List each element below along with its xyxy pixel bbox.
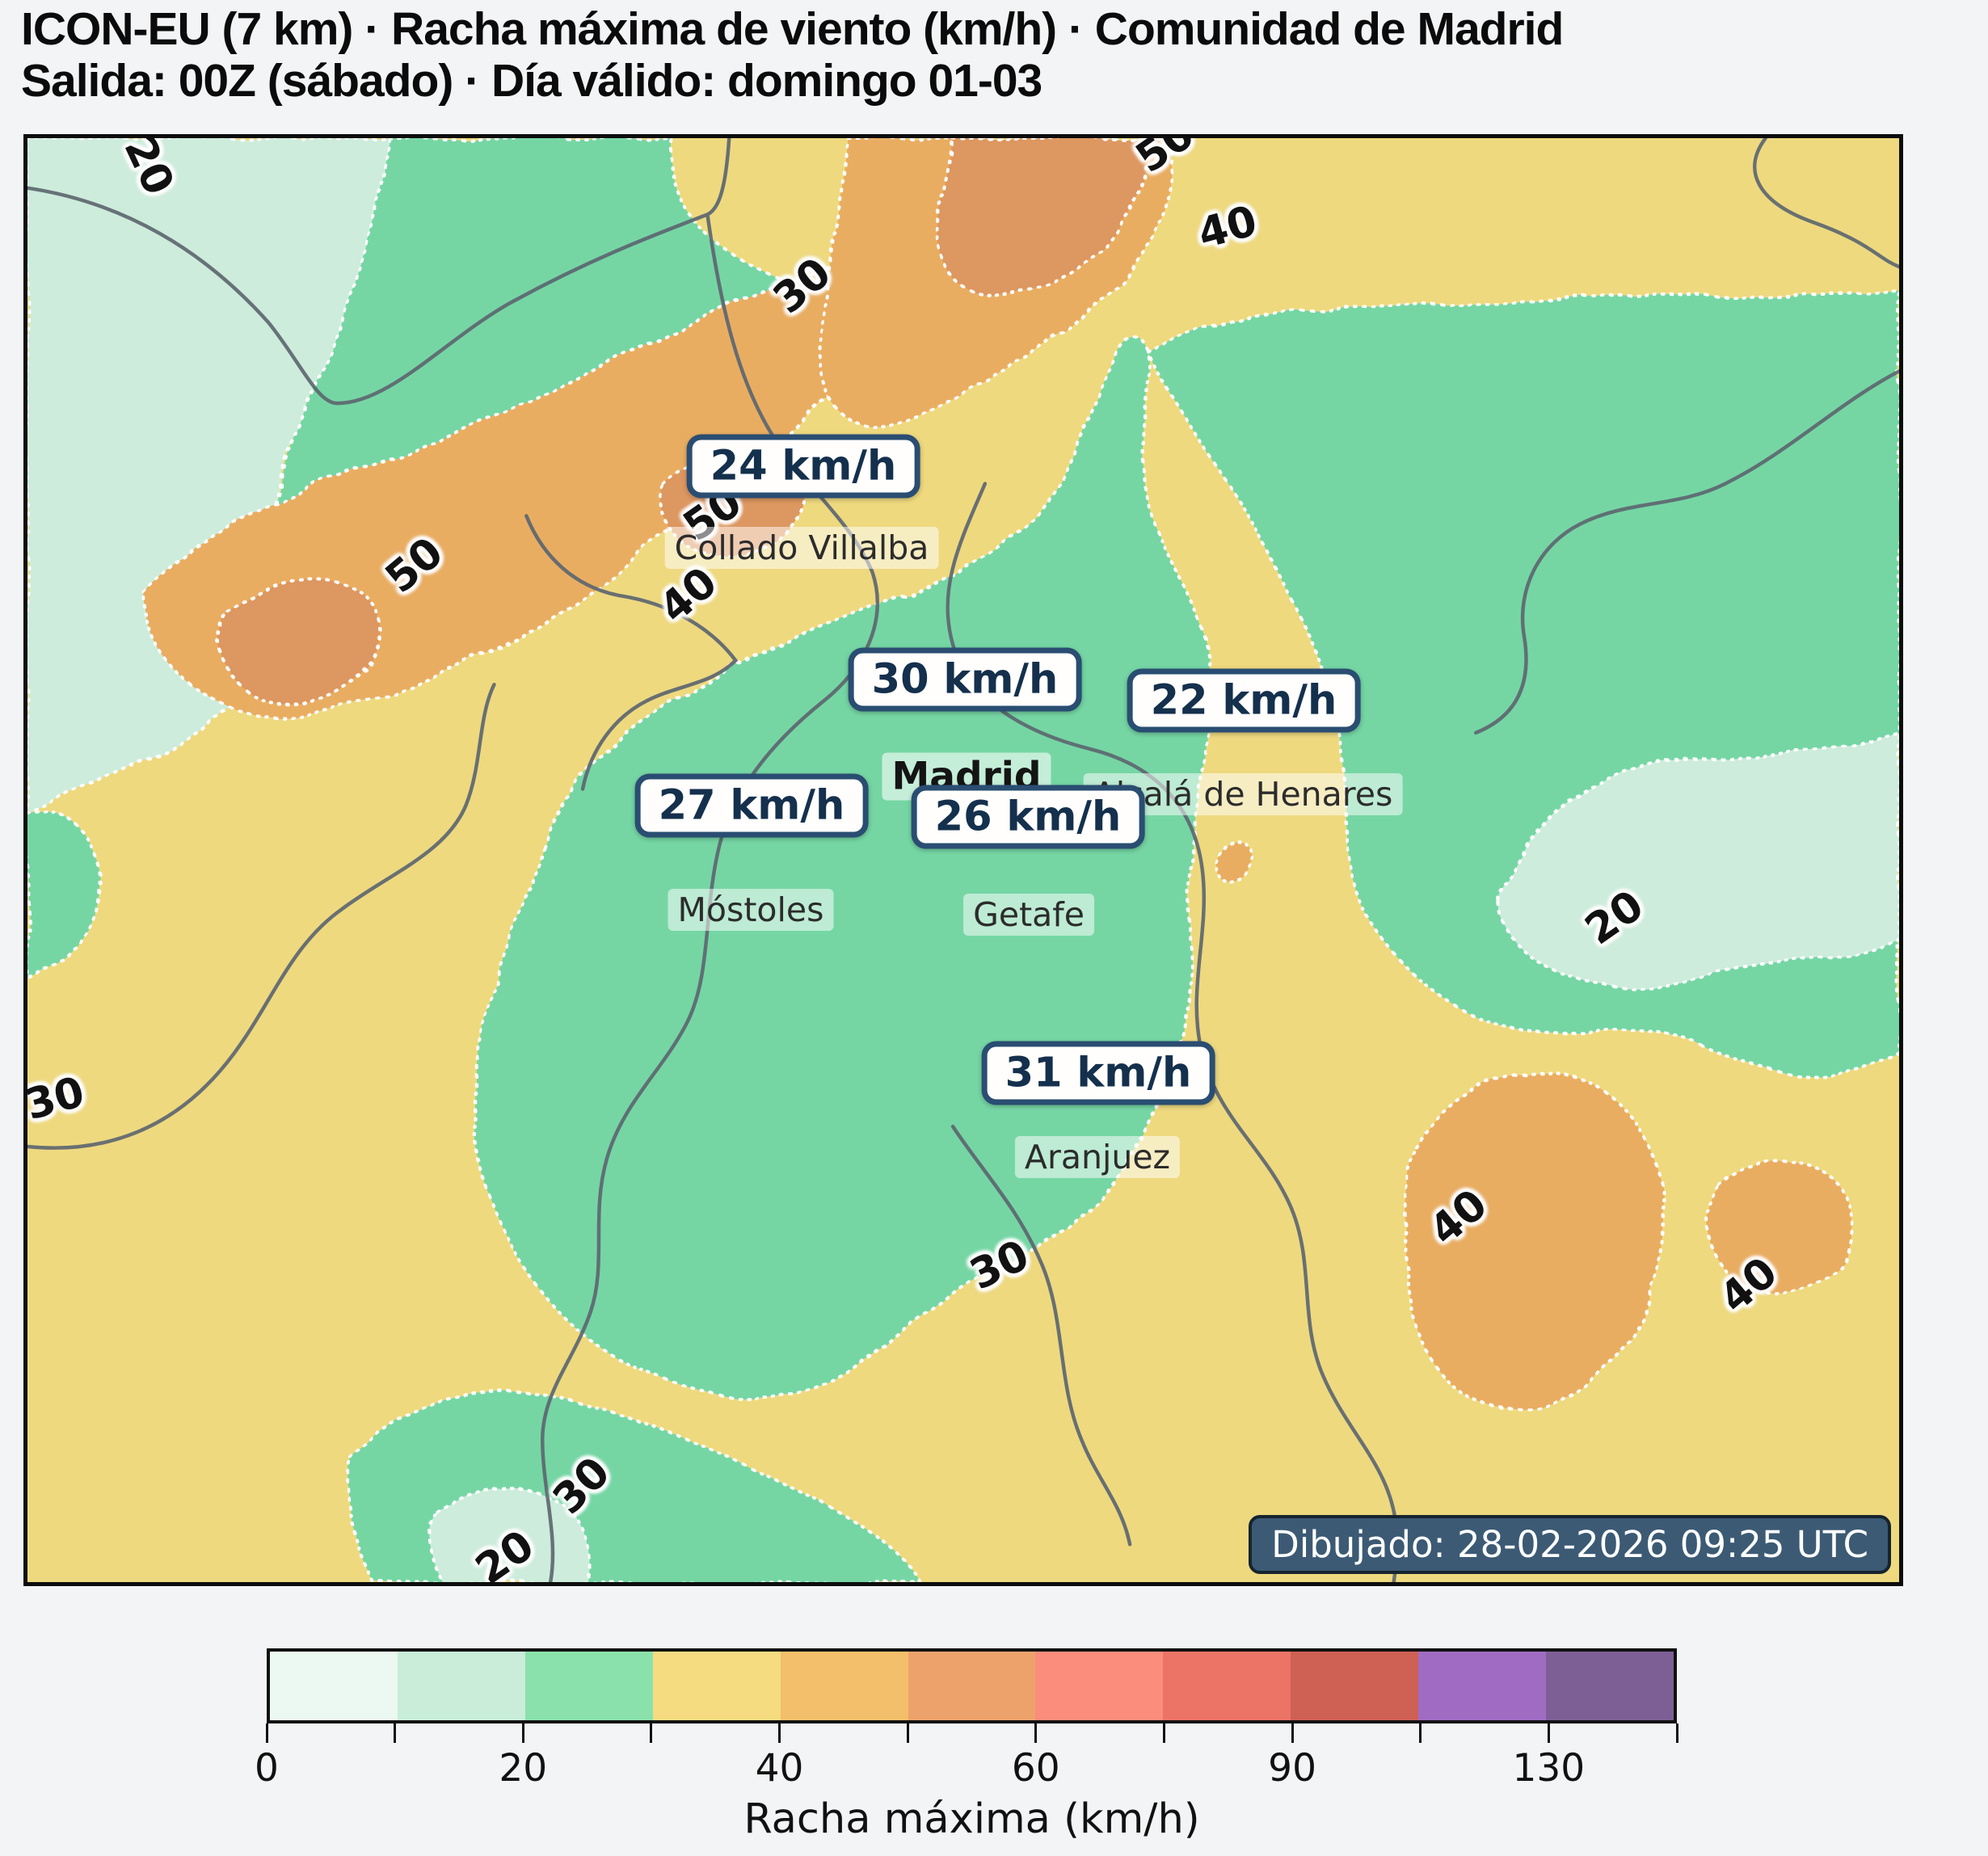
fill-20-30-central (473, 335, 1212, 1399)
colorbar-tick-label-20: 20 (499, 1746, 548, 1791)
figure-title: ICON-EU (7 km) · Racha máxima de viento … (21, 3, 1564, 107)
fill-40-50-southeast-small (1706, 1158, 1855, 1298)
colorbar-segment-90-110 (1291, 1652, 1419, 1720)
colorbar-tick-110 (1419, 1723, 1422, 1743)
gust-badge-26: 26 km/h (911, 785, 1145, 849)
gust-badge-30: 30 km/h (848, 647, 1082, 712)
colorbar-axis-label: Racha máxima (km/h) (743, 1795, 1200, 1843)
fill-10-20-northwest (27, 138, 392, 815)
gust-badge-27: 27 km/h (634, 773, 869, 838)
fill-40-50-southeast-large (1402, 1069, 1666, 1411)
colorbar-tick-130 (1547, 1723, 1550, 1743)
colorbar-tick-label-90: 90 (1268, 1746, 1316, 1791)
colorbar-tick-label-40: 40 (755, 1746, 804, 1791)
colorbar-segment-110-130 (1418, 1652, 1547, 1720)
colorbar-segment-30-40 (652, 1652, 781, 1720)
colorbar-tick-label-60: 60 (1011, 1746, 1060, 1791)
colorbar-segment-60-75 (1035, 1652, 1164, 1720)
colorbar-tick-60 (1034, 1723, 1038, 1743)
fill-10-20-east (1498, 730, 1899, 989)
colorbar-segment-20-30 (524, 1652, 653, 1720)
gust-badge-31: 31 km/h (981, 1041, 1215, 1105)
colorbar (267, 1648, 1677, 1723)
city-label-getafe: Getafe (963, 894, 1094, 936)
map-panel: 20 30 50 40 50 50 40 30 20 40 40 30 30 20 Collado Vill… (23, 134, 1903, 1586)
colorbar-tick-label-0: 0 (255, 1746, 279, 1791)
colorbar-segment-50-60 (908, 1652, 1036, 1720)
fill-50-60-sierra-west (218, 576, 382, 705)
colorbar-segment-0-10 (270, 1652, 398, 1720)
colorbar-tick-10 (394, 1723, 397, 1743)
colorbar-segment-130-150 (1546, 1652, 1674, 1720)
fill-40-50-corridor-dot (1210, 838, 1255, 884)
colorbar-tick-label-130: 130 (1512, 1746, 1586, 1791)
gust-shading-map (27, 138, 1899, 1582)
title-line-2: Salida: 00Z (sábado) · Día válido: domin… (21, 55, 1042, 107)
city-label-aranjuez: Aranjuez (1014, 1136, 1181, 1178)
colorbar-tick-50 (906, 1723, 909, 1743)
fill-20-30-west-wedge (27, 810, 102, 980)
colorbar-segment-75-90 (1163, 1652, 1291, 1720)
gust-badge-22: 22 km/h (1127, 668, 1361, 733)
colorbar-tick-20 (521, 1723, 524, 1743)
city-label-móstoles: Móstoles (668, 889, 834, 931)
colorbar-tick-30 (650, 1723, 653, 1743)
colorbar-tick-90 (1291, 1723, 1294, 1743)
colorbar-tick-150 (1675, 1723, 1678, 1743)
colorbar-tick-75 (1162, 1723, 1165, 1743)
timestamp-text: Dibujado: 28-02-2026 09:25 UTC (1271, 1523, 1868, 1566)
colorbar-segment-40-50 (780, 1652, 908, 1720)
gust-badge-24: 24 km/h (686, 434, 920, 499)
timestamp-box: Dibujado: 28-02-2026 09:25 UTC (1249, 1515, 1891, 1574)
colorbar-segment-10-20 (397, 1652, 525, 1720)
fill-50-60-north (937, 138, 1148, 296)
title-line-1: ICON-EU (7 km) · Racha máxima de viento … (21, 3, 1564, 55)
colorbar-tick-40 (778, 1723, 781, 1743)
city-label-collado-villalba: Collado Villalba (664, 527, 939, 569)
colorbar-tick-0 (265, 1723, 268, 1743)
